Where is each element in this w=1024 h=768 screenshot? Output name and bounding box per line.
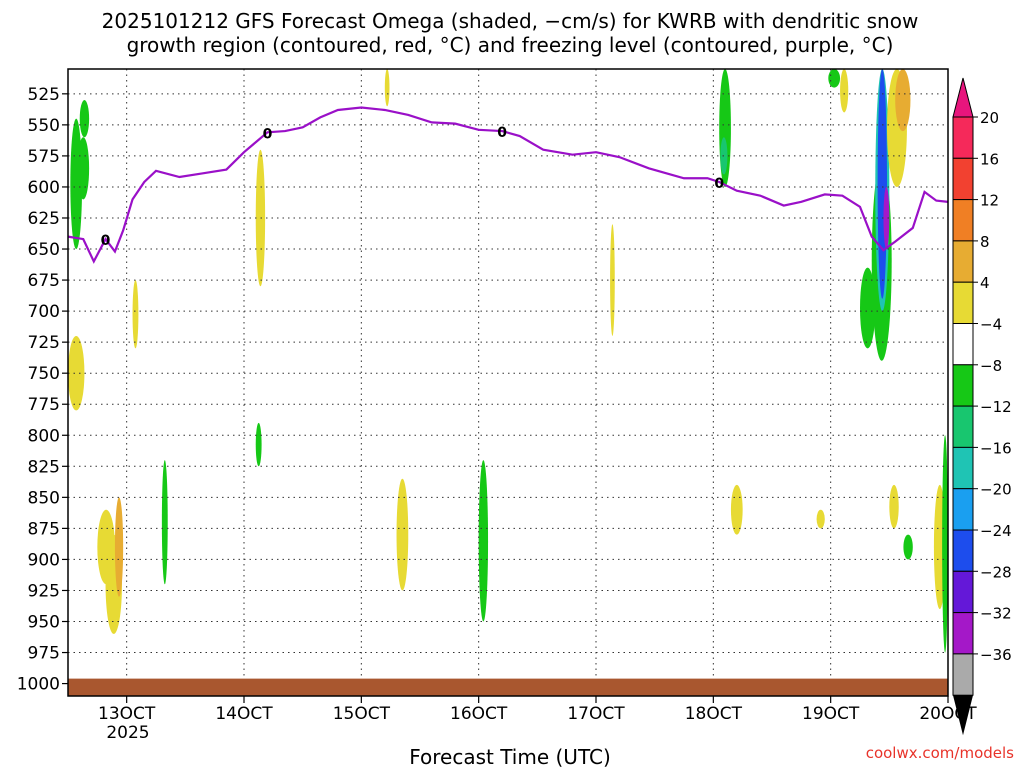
colorbar-swatch	[952, 405, 974, 448]
x-axis-ticks: 13OCT 14OCT 15OCT 16OCT 17OCT 18OCT 19OCT 20OCT	[98, 696, 977, 724]
y-tick-label: 950	[28, 613, 60, 633]
x-tick-label: 18OCT	[685, 704, 743, 724]
colorbar-swatch	[952, 240, 974, 283]
colorbar-label: −20	[980, 481, 1012, 499]
y-tick-label: 725	[28, 333, 60, 353]
colorbar-swatch	[952, 612, 974, 655]
colorbar-label: 12	[980, 192, 999, 210]
y-tick-label: 700	[28, 302, 60, 322]
omega-blob	[384, 69, 390, 107]
colorbar-swatch	[952, 116, 974, 159]
x-tick-label: 14OCT	[215, 704, 273, 724]
freezing-level-label: 0	[497, 125, 507, 141]
colorbar-label: −32	[980, 605, 1012, 623]
x-tick-label: 16OCT	[450, 704, 508, 724]
freezing-level-line	[67, 106, 949, 264]
plot-area	[68, 69, 948, 696]
omega-blob	[895, 69, 911, 132]
colorbar-swatch	[952, 570, 974, 614]
colorbar-label: 20	[980, 109, 999, 127]
omega-blob	[396, 478, 409, 591]
omega-blob	[478, 460, 489, 622]
freezing-level-label: 0	[714, 176, 724, 192]
credit-text: coolwx.com/models	[866, 744, 1014, 762]
omega-blob	[79, 100, 90, 138]
colorbar-label: −16	[980, 439, 1012, 457]
omega-blob	[255, 149, 266, 287]
colorbar-label: −4	[980, 316, 1002, 334]
colorbar-swatch	[952, 488, 974, 531]
colorbar-swatch	[952, 364, 974, 407]
plot-frame	[67, 68, 949, 697]
colorbar-label: −28	[980, 563, 1012, 581]
omega-blob	[889, 484, 899, 529]
y-axis-ticks: 525 550 575 600 625 650 675 700 725 750 775 800 825 8…	[17, 85, 68, 695]
colorbar-swatch	[952, 157, 974, 201]
omega-blob	[903, 534, 913, 560]
y-tick-label: 875	[28, 519, 60, 539]
y-tick-label: 625	[28, 209, 60, 229]
colorbar-label: −8	[980, 357, 1002, 375]
omega-blob	[877, 68, 887, 299]
y-tick-label: 575	[28, 147, 60, 167]
colorbar-label: −12	[980, 398, 1012, 416]
chart-title-line2: growth region (contoured, red, °C) and f…	[127, 33, 894, 57]
y-tick-label: 925	[28, 581, 60, 601]
colorbar-label: −24	[980, 522, 1012, 540]
colorbar-swatch	[952, 281, 974, 325]
colorbar-label: 16	[980, 150, 999, 168]
y-tick-label: 750	[28, 364, 60, 384]
y-tick-label: 900	[28, 550, 60, 570]
y-tick-label: 850	[28, 488, 60, 508]
x-tick-label: 15OCT	[333, 704, 391, 724]
y-tick-label: 600	[28, 178, 60, 198]
terrain-band	[68, 678, 948, 696]
freezing-level-label: 0	[101, 233, 111, 249]
omega-blob	[68, 335, 85, 411]
terrain-fill	[68, 678, 948, 696]
colorbar-label: 8	[980, 233, 990, 251]
omega-blob	[828, 69, 841, 88]
omega-blob	[77, 137, 90, 200]
y-tick-label: 775	[28, 395, 60, 415]
x-tick-label: 17OCT	[567, 704, 625, 724]
colorbar-swatch	[952, 323, 974, 366]
omega-blob	[132, 280, 139, 349]
colorbar-swatch	[952, 653, 974, 696]
colorbar-swatch	[952, 199, 974, 242]
colorbar-top-arrow	[952, 77, 974, 118]
omega-blob	[840, 69, 849, 113]
x-tick-label: 19OCT	[802, 704, 860, 724]
omega-blob	[730, 484, 743, 535]
x-year-label: 2025	[106, 723, 149, 743]
colorbar-bottom-arrow	[953, 695, 973, 736]
y-tick-label: 550	[28, 116, 60, 136]
freezing-level-label: 0	[263, 126, 273, 142]
colorbar-swatch	[952, 529, 974, 572]
colorbar-swatch	[952, 446, 974, 490]
x-axis-label: Forecast Time (UTC)	[409, 745, 611, 768]
x-tick-label: 13OCT	[98, 704, 156, 724]
omega-blob	[610, 224, 615, 336]
y-tick-label: 975	[28, 644, 60, 664]
omega-blob	[114, 497, 124, 597]
omega-blob	[255, 422, 262, 467]
colorbar: 20 16 12 8 4 −4 −8 −12 −16 −20 −24 −28 −32 −36	[952, 77, 1012, 736]
colorbar-label: 4	[980, 274, 990, 292]
y-tick-label: 675	[28, 271, 60, 291]
y-tick-label: 650	[28, 240, 60, 260]
y-tick-label: 825	[28, 457, 60, 477]
y-tick-label: 1000	[17, 675, 60, 695]
omega-blob	[860, 267, 876, 349]
y-tick-label: 525	[28, 85, 60, 105]
freezing-level-contour: 0 0 0 0	[67, 106, 949, 264]
chart-title-line1: 2025101212 GFS Forecast Omega (shaded, −…	[102, 9, 919, 33]
omega-blob	[942, 435, 948, 653]
omega-blob	[883, 186, 890, 250]
omega-blob	[816, 509, 825, 529]
colorbar-label: −36	[980, 646, 1012, 664]
omega-blob	[161, 460, 168, 585]
y-tick-label: 800	[28, 426, 60, 446]
